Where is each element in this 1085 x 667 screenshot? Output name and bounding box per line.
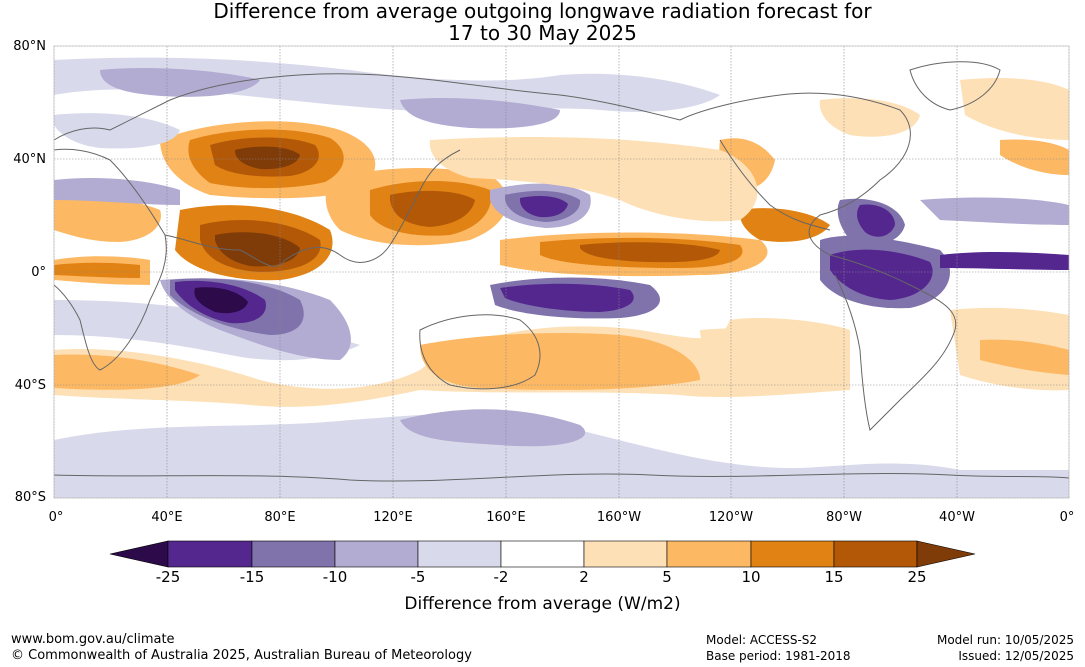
lon-label-80e: 80°E (264, 510, 296, 525)
lon-label-160w: 160°W (596, 510, 642, 525)
lat-label-40n: 40°N (13, 152, 46, 167)
lon-label-0-east: 0° (1059, 510, 1075, 525)
lon-label-0-west: 0° (48, 510, 64, 525)
lon-label-120e: 120°E (373, 510, 413, 525)
footer-url: www.bom.gov.au/climate (11, 632, 175, 647)
anomaly-field (54, 46, 1069, 498)
colorbar-tick: -5 (410, 568, 426, 586)
colorbar-tick: 25 (907, 568, 927, 586)
lon-label-120w: 120°W (708, 510, 754, 525)
colorbar-tick: 10 (741, 568, 761, 586)
colorbar-label: Difference from average (W/m2) (404, 594, 681, 614)
lat-label-80n: 80°N (13, 39, 46, 54)
colorbar-tick: 15 (824, 568, 844, 586)
footer-base-period: Base period: 1981-2018 (706, 649, 851, 663)
lon-label-40e: 40°E (151, 510, 183, 525)
colorbar-tick: 2 (579, 568, 589, 586)
colorbar-tick: -15 (239, 568, 265, 586)
lon-label-40w: 40°W (939, 510, 975, 525)
footer-model: Model: ACCESS-S2 (706, 633, 818, 647)
coastlines (53, 61, 1070, 482)
footer-issued: Issued: 12/05/2025 (958, 649, 1074, 663)
lon-label-160e: 160°E (486, 510, 526, 525)
colorbar (109, 540, 976, 568)
colorbar-tick: -10 (322, 568, 348, 586)
colorbar-tick: -2 (493, 568, 509, 586)
lat-label-40s: 40°S (14, 378, 46, 393)
footer-copyright: © Commonwealth of Australia 2025, Austra… (11, 648, 472, 663)
colorbar-tick: 5 (662, 568, 672, 586)
colorbar-tick: -25 (155, 568, 181, 586)
map-title-line-1: Difference from average outgoing longwav… (213, 0, 872, 23)
map-title-line-2: 17 to 30 May 2025 (448, 21, 637, 45)
lat-label-80s: 80°S (14, 490, 46, 505)
footer-model-run: Model run: 10/05/2025 (936, 633, 1074, 647)
lon-label-80w: 80°W (826, 510, 862, 525)
lat-label-0: 0° (31, 265, 46, 280)
